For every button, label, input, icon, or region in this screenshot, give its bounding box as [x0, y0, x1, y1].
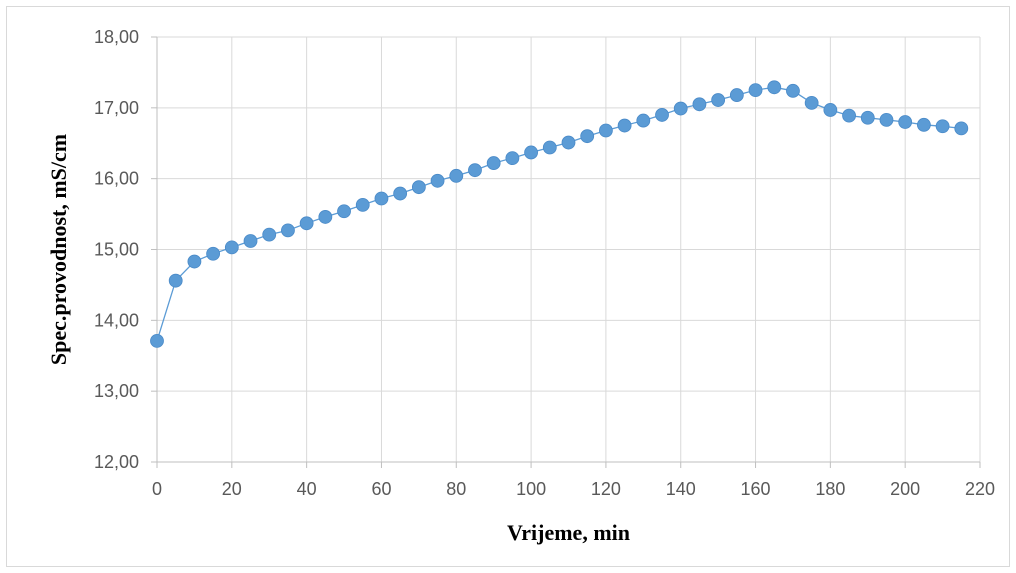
data-point: [954, 121, 969, 136]
x-tick-label: 80: [446, 479, 466, 499]
data-point: [411, 180, 426, 195]
x-tick-label: 160: [741, 479, 771, 499]
x-tick-label: 40: [297, 479, 317, 499]
data-point: [673, 101, 688, 116]
y-tick-label: 17,00: [94, 98, 139, 118]
data-point: [355, 197, 370, 212]
data-point: [898, 115, 913, 129]
x-tick-label: 200: [890, 479, 920, 499]
data-point: [524, 145, 538, 160]
data-point: [860, 110, 875, 125]
data-point: [729, 88, 744, 102]
gridlines: [157, 36, 981, 462]
data-point: [281, 223, 295, 238]
data-point: [561, 135, 576, 150]
x-tick-label: 20: [222, 479, 242, 499]
data-point: [916, 117, 931, 132]
data-point: [655, 108, 669, 122]
data-series: [150, 80, 969, 348]
x-tick-label: 220: [965, 479, 995, 499]
data-point: [935, 119, 950, 134]
x-tick-labels: 0 20 40 60 80 100 120 140 160 180 200 220: [152, 479, 995, 499]
data-point: [337, 204, 351, 219]
data-point: [842, 108, 856, 123]
data-point: [636, 113, 651, 128]
data-point: [318, 210, 333, 224]
x-axis-title: Vrijeme, min: [507, 520, 630, 545]
data-point: [692, 97, 707, 112]
y-tick-labels: 12,00 13,00 14,00 15,00 16,00 17,00 18,00: [94, 27, 139, 472]
data-point: [542, 140, 557, 155]
data-point: [486, 156, 501, 170]
data-point: [224, 240, 239, 255]
data-point: [711, 93, 726, 107]
data-point: [374, 191, 389, 206]
data-point: [823, 103, 838, 117]
data-point: [449, 168, 464, 183]
x-tick-label: 180: [815, 479, 845, 499]
data-point: [505, 151, 520, 166]
x-tick-label: 100: [516, 479, 546, 499]
data-point: [767, 80, 782, 95]
data-point: [243, 234, 258, 248]
data-point: [879, 112, 894, 127]
y-axis-title: Spec.provodnost, mS/cm: [46, 134, 71, 365]
data-point: [206, 246, 221, 261]
x-tick-label: 0: [152, 479, 162, 499]
data-point: [786, 83, 800, 98]
y-tick-label: 14,00: [94, 310, 139, 330]
data-point: [599, 123, 613, 138]
x-tick-label: 60: [371, 479, 391, 499]
data-point: [262, 227, 277, 242]
data-point: [150, 333, 164, 348]
data-point: [468, 163, 482, 178]
y-tick-label: 15,00: [94, 240, 139, 260]
y-tick-label: 12,00: [94, 452, 139, 472]
data-point: [393, 186, 408, 201]
data-point: [804, 95, 819, 110]
data-point: [430, 173, 445, 188]
y-tick-label: 16,00: [94, 169, 139, 189]
data-point: [168, 273, 183, 288]
x-tick-label: 120: [591, 479, 621, 499]
data-point: [617, 118, 632, 133]
data-point: [299, 216, 314, 231]
y-tick-label: 13,00: [94, 381, 139, 401]
x-tick-label: 140: [666, 479, 696, 499]
series-line: [156, 86, 962, 342]
data-point: [580, 129, 595, 144]
data-point: [187, 254, 202, 269]
data-point: [748, 83, 763, 98]
y-tick-label: 18,00: [94, 27, 139, 47]
axes: [151, 36, 981, 468]
